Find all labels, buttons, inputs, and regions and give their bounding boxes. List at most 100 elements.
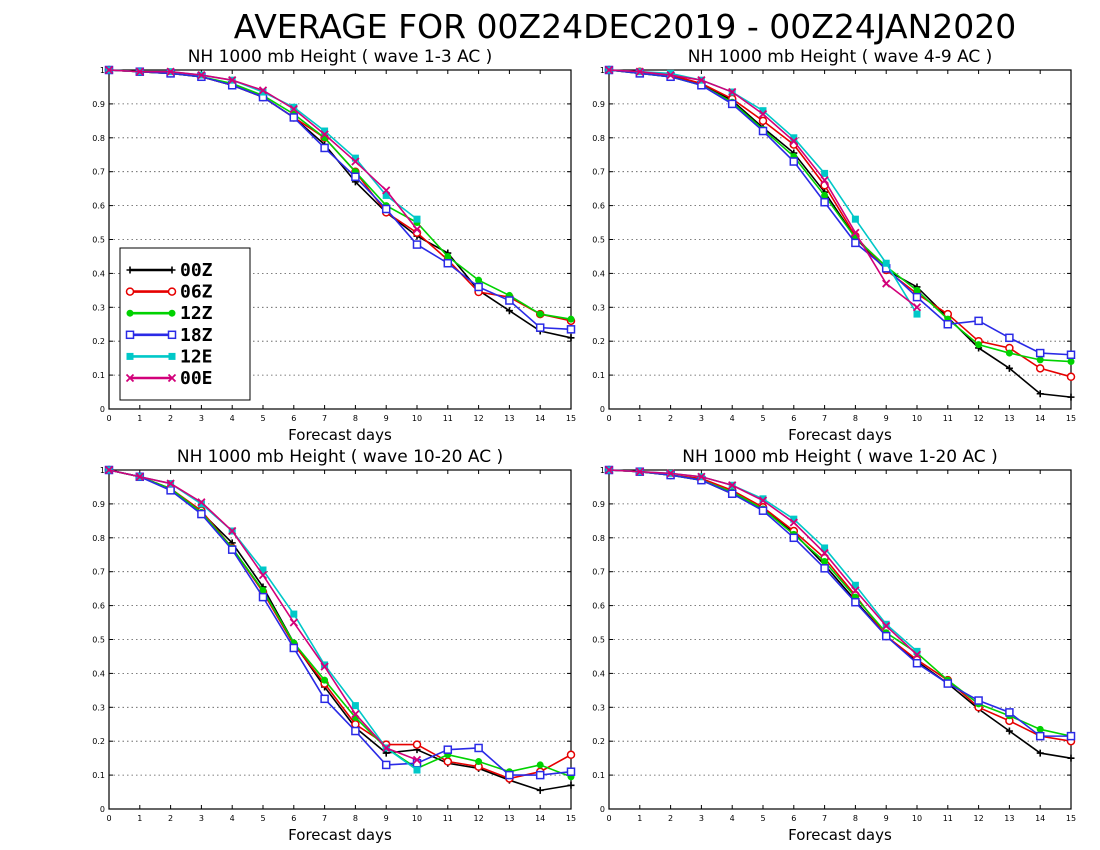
data-point (912, 650, 922, 659)
y-tick-label: 0.6 (92, 602, 105, 611)
x-tick-label: 2 (668, 414, 673, 423)
x-tick-label: 4 (730, 414, 735, 423)
legend-marker (168, 266, 176, 274)
data-point (166, 479, 175, 488)
data-point (259, 586, 267, 594)
series-00e (104, 65, 422, 234)
x-tick-label: 4 (230, 414, 235, 423)
x-tick-label: 14 (535, 814, 545, 823)
x-axis-label: Forecast days (788, 426, 892, 444)
data-point (1067, 393, 1075, 401)
y-tick-label: 0.7 (592, 168, 605, 177)
x-tick-label: 2 (168, 414, 173, 423)
data-point (351, 157, 360, 166)
series-00e (104, 465, 422, 764)
data-point (443, 745, 453, 754)
data-point (567, 315, 575, 323)
series-00z (605, 66, 1075, 401)
data-point (851, 581, 859, 589)
data-point (943, 679, 953, 688)
chart-panel-3: NH 1000 mb Height ( wave 10-20 AC )0 1 2 3 4… (92, 447, 576, 844)
x-tick-label: 1 (637, 414, 642, 423)
y-tick-label: 0.5 (92, 636, 105, 645)
y-tick-label: 0 (100, 405, 105, 414)
data-point (790, 515, 798, 523)
y-tick-label: 0.4 (592, 269, 605, 278)
x-tick-label: 9 (884, 414, 889, 423)
series-line (608, 469, 1072, 737)
data-point (728, 481, 737, 490)
data-point (289, 618, 298, 627)
data-point (1067, 754, 1075, 762)
data-point (1036, 749, 1044, 757)
y-tick-label: 0.1 (592, 771, 605, 780)
data-point (474, 282, 483, 292)
y-tick-label: 0.1 (92, 371, 105, 380)
data-point (666, 70, 675, 80)
x-tick-label: 0 (606, 414, 611, 423)
data-point (974, 696, 983, 705)
data-point (197, 500, 205, 508)
series-18z (104, 465, 576, 780)
data-point (381, 760, 391, 770)
data-point (135, 67, 144, 76)
data-point (789, 157, 799, 166)
y-tick-label: 1 (100, 466, 105, 475)
x-tick-label: 6 (291, 814, 296, 823)
series-00z (105, 466, 575, 794)
data-point (566, 767, 576, 776)
x-tick-label: 8 (353, 814, 358, 823)
x-tick-label: 11 (443, 414, 453, 423)
data-point (851, 228, 860, 237)
data-point (351, 154, 359, 162)
data-point (821, 169, 829, 177)
x-tick-label: 3 (699, 814, 704, 823)
series-line (608, 69, 918, 308)
data-point (821, 558, 829, 566)
data-point (1036, 390, 1044, 398)
series-12z (605, 466, 1075, 740)
y-tick-label: 0.6 (592, 202, 605, 211)
series-00e (604, 465, 922, 659)
x-tick-label: 15 (1066, 814, 1076, 823)
data-point (566, 325, 576, 334)
data-point (851, 597, 860, 607)
data-point (727, 99, 737, 109)
data-point (412, 240, 422, 249)
x-axis-label: Forecast days (288, 826, 392, 844)
legend-marker (126, 352, 134, 360)
y-tick-label: 0.8 (592, 534, 605, 543)
data-point (790, 134, 798, 142)
y-tick-label: 0.7 (592, 568, 605, 577)
x-tick-label: 8 (353, 414, 358, 423)
y-tick-label: 0.8 (592, 134, 605, 143)
x-tick-label: 11 (943, 814, 953, 823)
data-point (1036, 356, 1044, 364)
legend-label: 00E (180, 368, 213, 389)
data-point (197, 498, 206, 507)
data-point (475, 758, 483, 766)
data-point (535, 770, 545, 780)
data-point (351, 720, 360, 729)
series-line (108, 469, 418, 761)
x-tick-label: 0 (106, 814, 111, 823)
panel-title: NH 1000 mb Height ( wave 1-20 AC ) (682, 447, 997, 467)
series-12z (105, 466, 575, 781)
data-point (759, 495, 767, 503)
y-tick-label: 0 (600, 405, 605, 414)
y-tick-label: 0.8 (92, 134, 105, 143)
data-point (320, 143, 329, 153)
chart-panel-4: NH 1000 mb Height ( wave 1-20 AC )0 1 2 3 4 5… (592, 447, 1076, 844)
data-point (1005, 727, 1013, 735)
y-tick-label: 1 (100, 66, 105, 75)
y-tick-label: 0.4 (92, 669, 105, 678)
data-point (882, 259, 890, 267)
series-06z (104, 465, 576, 783)
data-point (381, 204, 391, 214)
data-point (727, 489, 737, 498)
data-point (913, 647, 921, 655)
legend-marker (168, 309, 176, 317)
data-point (758, 109, 768, 119)
x-tick-label: 14 (1035, 414, 1045, 423)
